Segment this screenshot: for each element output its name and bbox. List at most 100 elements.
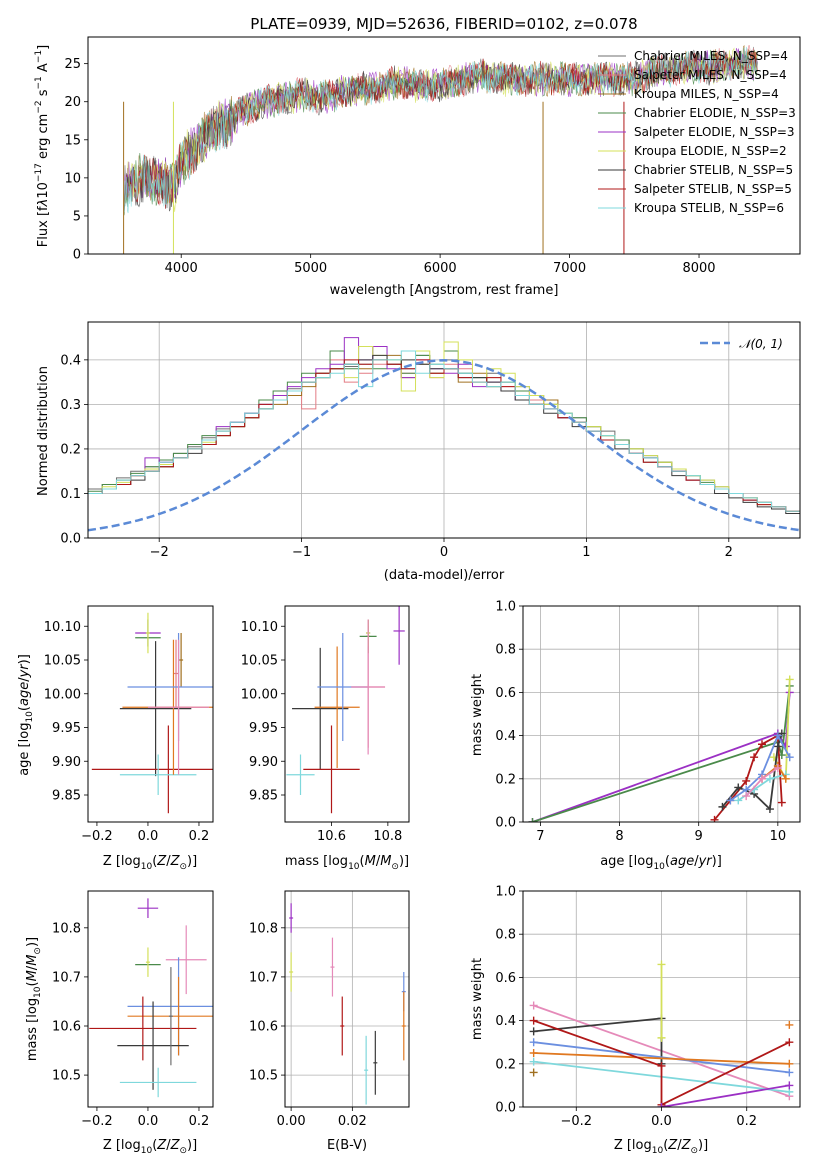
y-tick-label: 10.10 [44,620,81,635]
y-tick-label: 0.6 [495,971,516,986]
y-tick-label: 10.10 [241,620,278,635]
massweight-marker [785,675,794,684]
massweight-marker [785,753,794,762]
y-tick-label: 0.0 [60,532,81,547]
x-tick-label: 0.00 [277,1114,306,1129]
age-vs-Z-plot: −0.2 0.0 0.2 9.85 9.90 9.95 10.00 10.05 10.10 [44,605,214,844]
spectrum-ylabel: Flux [fλ10−17 erg cm−2 s−1 A−1] [34,45,51,247]
massweight-marker [758,774,767,783]
massweight-marker [529,1027,538,1036]
axes-frame [522,605,801,823]
massweight-marker [529,1001,538,1010]
y-tick-label: 10.7 [52,970,81,985]
y-tick-label: 10.6 [249,1020,278,1035]
y-tick-label: 0.2 [495,1057,516,1072]
errorbar-point [119,641,192,777]
errorbar-point [289,903,294,933]
y-tick-label: 10.05 [44,654,81,669]
residuals-ylabel: Normed distribution [36,366,51,496]
errorbar-point [174,639,179,708]
massweight-marker [726,796,735,805]
errorbar-point [292,647,349,770]
massweight-series [718,729,786,814]
plot-area [286,606,405,814]
massweight-line [533,1019,790,1107]
massweight-marker [718,802,727,811]
x-tick-label: 6000 [424,261,457,276]
massweight-vs-Z-plot: −0.2 0.0 0.2 0.0 0.2 0.4 0.6 0.8 1.0 [495,885,801,1129]
massweight-series [529,1049,794,1068]
mass-vs-Z-plot: −0.2 0.0 0.2 10.5 10.6 10.7 10.8 [52,890,214,1129]
y-tick-label: 9.95 [52,721,81,736]
errorbar-point [145,947,150,977]
massweight-line [661,1084,790,1107]
histogram-step [88,354,800,517]
age-vs-mass-plot: 10.6 10.8 9.85 9.90 9.95 10.00 10.05 10.10 [241,605,410,844]
errorbar-point [117,1001,189,1090]
x-tick-label: 0.02 [338,1114,367,1129]
x-tick-label: 0.2 [189,829,210,844]
x-tick-label: −0.2 [81,829,113,844]
massweight-marker [758,740,767,749]
y-tick-label: 9.95 [249,721,278,736]
errorbar-point [145,612,150,654]
histogram-step [88,359,800,517]
x-tick-label: 1 [582,545,590,560]
massweight-vs-age-panel: 7 8 9 10 0.0 0.2 0.4 0.6 0.8 1.0 age [log10(age/y… [470,600,801,872]
plot-area [123,44,758,254]
x-tick-label: −2 [150,545,169,560]
errorbar-point [119,754,197,795]
massweight-marker [657,960,666,969]
y-tick-label: 9.85 [249,789,278,804]
massweight-marker [785,1068,794,1077]
massweight-marker [742,792,751,801]
y-tick-label: 9.90 [249,755,278,770]
y-tick-label: 0.1 [60,487,81,502]
histogram-step [88,359,800,517]
y-tick-label: 0.6 [495,686,516,701]
legend-label: Salpeter MILES, N_SSP=4 [634,68,787,82]
massweight-marker [742,776,751,785]
massweight-marker [528,818,537,822]
y-tick-label: 1.0 [495,885,516,900]
legend-label: Kroupa STELIB, N_SSP=6 [634,201,784,215]
massweight-series [529,1038,794,1077]
errorbar-point [286,754,315,795]
residuals-plot: −2 −1 0 1 2 0.0 0.1 0.2 0.3 0.4 𝒩(0, 1) [60,321,801,560]
y-tick-label: 15 [64,133,81,148]
massweight-marker [773,764,782,772]
massweight-marker [765,805,774,814]
massweight-marker [750,753,759,762]
errorbar-point [119,1067,197,1098]
age-vs-mass-xlabel: mass [log10(M/M⊙)] [285,854,409,872]
histogram-step [88,341,800,515]
y-tick-label: 10.05 [241,654,278,669]
y-tick-label: 0.3 [60,398,81,413]
axes-frame [284,890,410,1108]
x-tick-label: 8000 [682,261,715,276]
errorbar-point [89,996,197,1061]
errorbar-point [168,967,173,1066]
y-tick-label: 0 [73,248,81,263]
errorbar-point [179,633,184,687]
axes-frame [87,605,214,823]
massweight-marker [734,783,743,792]
figure-title: PLATE=0939, MJD=52636, FIBERID=0102, z=0… [250,15,637,33]
axes-frame [87,36,801,255]
y-tick-label: 0.2 [495,772,516,787]
massweight-line [532,685,791,822]
massweight-series [657,960,666,1042]
y-tick-label: 1.0 [495,600,516,615]
x-tick-label: 10.6 [317,829,346,844]
errorbar-point [303,725,360,814]
y-tick-label: 10.8 [52,921,81,936]
errorbar-point [91,725,213,814]
massweight-marker [529,1057,538,1066]
massweight-marker [773,731,782,740]
histogram-step [88,345,800,515]
age-vs-Z-ylabel: age [log10(age/yr)] [17,654,35,776]
x-tick-label: 10.8 [373,829,402,844]
massweight-marker [785,1059,794,1068]
errorbar-point [137,898,159,918]
plot-area [289,903,406,1105]
